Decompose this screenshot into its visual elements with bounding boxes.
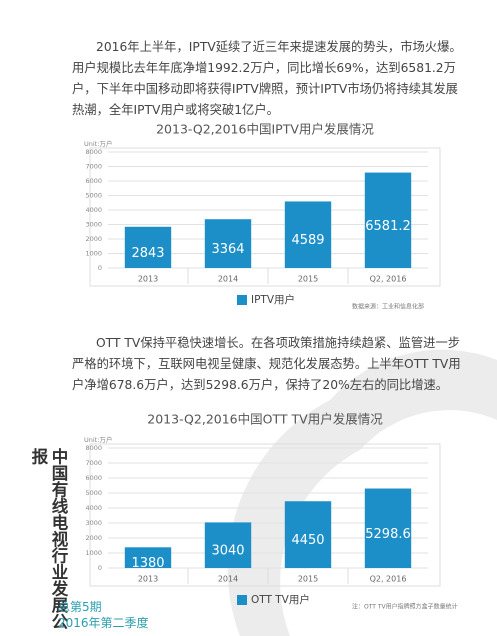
bar: [364, 172, 412, 268]
data-label: 2843: [131, 246, 164, 261]
chart-note: 注：OTT TV用户指牌照方盒子数量统计: [352, 603, 458, 611]
issue: 总第5期: [58, 600, 102, 614]
bar: [284, 201, 332, 268]
y-tick-label: 4000: [85, 206, 102, 214]
x-tick-label: 2014: [218, 275, 238, 284]
legend-swatch: [237, 295, 247, 305]
legend-label: IPTV用户: [251, 293, 295, 306]
data-label: 4589: [291, 233, 324, 248]
chart-note: 数据来源：工业和信息化部: [352, 303, 424, 311]
bar: [124, 226, 172, 268]
y-tick-label: 0: [98, 264, 102, 272]
x-tick-label: 2015: [298, 575, 318, 584]
legend-swatch: [237, 595, 247, 605]
y-tick-label: 6000: [85, 177, 102, 185]
sidebar-title: 中国有线电视行业发展公报: [29, 448, 68, 630]
data-label: 4450: [291, 533, 324, 548]
y-tick-label: 5000: [85, 489, 102, 497]
y-tick-label: 6000: [85, 474, 102, 482]
x-tick-label: Q2, 2016: [370, 575, 407, 584]
y-tick-label: 8000: [85, 444, 102, 452]
legend-label: OTT TV用户: [251, 593, 310, 606]
y-tick-label: 5000: [85, 192, 102, 200]
x-tick-label: Q2, 2016: [370, 275, 407, 284]
x-tick-label: 2014: [218, 575, 238, 584]
y-tick-label: 8000: [85, 148, 102, 156]
y-tick-label: 2000: [85, 235, 102, 243]
y-tick-label: 3000: [85, 519, 102, 527]
period: 2016年第二季度: [58, 616, 149, 630]
bar: [364, 488, 412, 568]
chart-title: 2013-Q2,2016中国IPTV用户发展情况: [156, 122, 374, 137]
data-label: 1380: [131, 556, 164, 571]
y-tick-label: 7000: [85, 459, 102, 467]
bar: [284, 501, 332, 568]
unit-label: Unit:万户: [84, 435, 112, 444]
y-tick-label: 0: [98, 564, 102, 572]
y-tick-label: 7000: [85, 163, 102, 171]
unit-label: Unit:万户: [84, 139, 112, 148]
plot-frame: [89, 147, 441, 287]
y-tick-label: 1000: [85, 549, 102, 557]
data-label: 6581.2: [365, 219, 411, 234]
y-tick-label: 2000: [85, 534, 102, 542]
y-tick-label: 4000: [85, 504, 102, 512]
paragraph: OTT TV保持平稳快速增长。在各项政策措施持续趋紧、监管进一步严格的环境下，互…: [72, 336, 461, 392]
paragraph: 2016年上半年，IPTV延续了近三年来提速发展的势头，市场火爆。用户规模比去年…: [72, 40, 462, 117]
data-label: 3040: [211, 544, 244, 559]
y-tick-label: 3000: [85, 221, 102, 229]
plot-frame: [89, 443, 441, 587]
x-tick-label: 2013: [138, 575, 158, 584]
data-label: 5298.6: [365, 527, 411, 542]
bar: [204, 219, 252, 268]
chart-title: 2013-Q2,2016中国OTT TV用户发展情况: [147, 412, 383, 427]
x-tick-label: 2015: [298, 275, 318, 284]
bar: [124, 547, 172, 568]
data-label: 3364: [211, 242, 244, 257]
y-tick-label: 1000: [85, 250, 102, 258]
x-tick-label: 2013: [138, 275, 158, 284]
bar: [204, 522, 252, 568]
